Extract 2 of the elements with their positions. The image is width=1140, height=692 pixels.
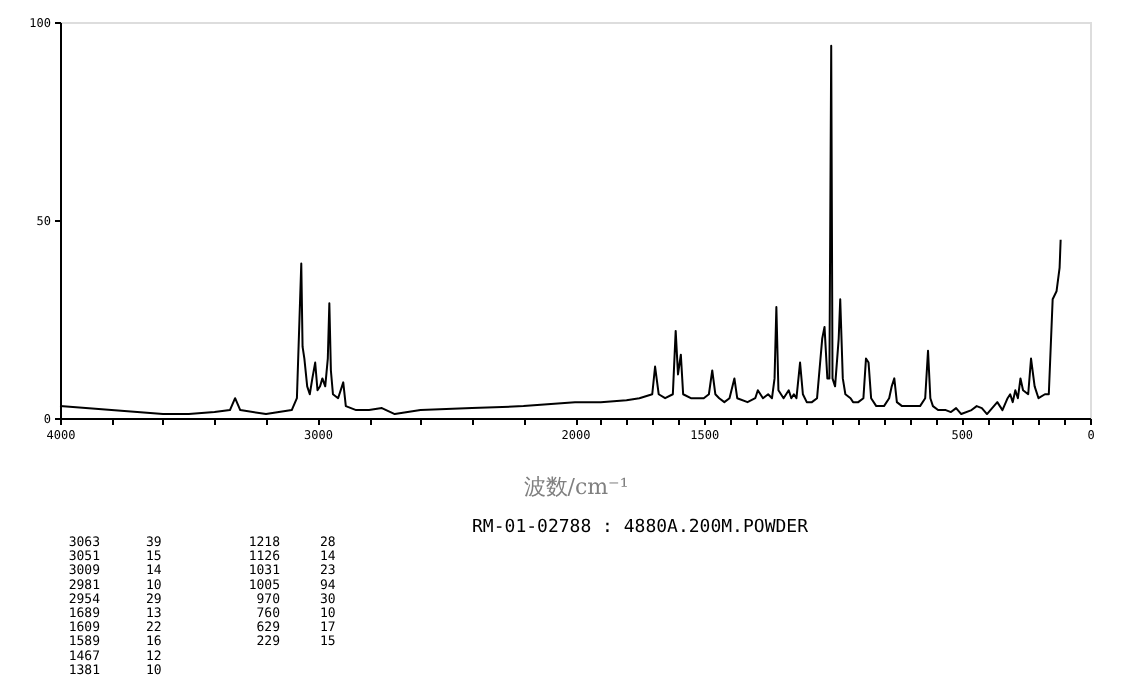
- text: RM-01-02788 : 4880A.200M.POWDER: [472, 518, 810, 538]
- x-axis-title: 波数/cm⁻¹: [523, 474, 629, 500]
